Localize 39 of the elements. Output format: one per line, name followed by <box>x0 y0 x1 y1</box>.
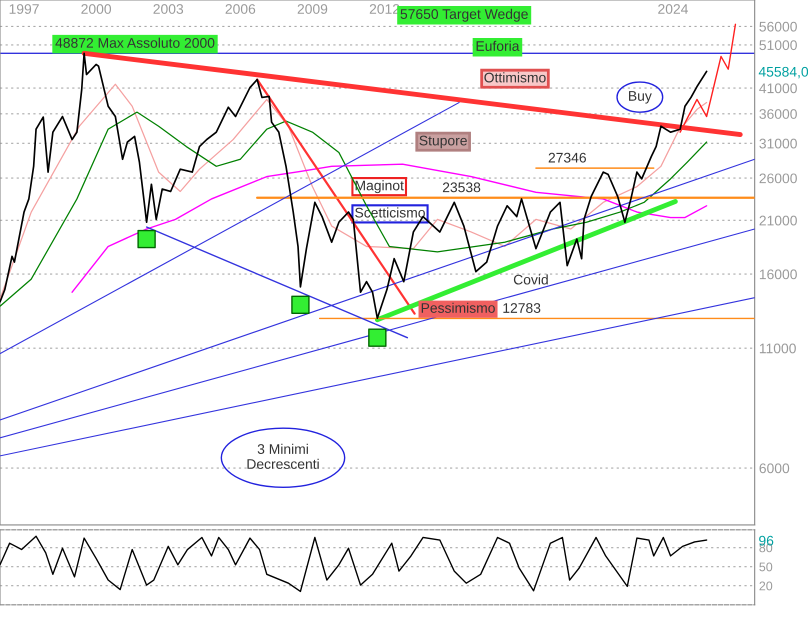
y-tick-label: 41000 <box>759 83 797 94</box>
annotation: Pessimismo <box>422 302 495 313</box>
line-series <box>679 24 736 133</box>
annotation: Ottimismo <box>484 72 546 82</box>
point <box>137 230 156 248</box>
annotation: 23538 <box>442 182 480 192</box>
annotation: 12783 <box>503 303 540 313</box>
y-tick-label: 21000 <box>760 216 797 226</box>
annotation: Covid <box>514 274 548 285</box>
y-tick-label: 11000 <box>760 344 796 354</box>
annotation: Euforia <box>476 40 520 51</box>
x-tick-label: 2024 <box>658 4 688 14</box>
y-tick-label: 26000 <box>760 173 797 184</box>
line-series <box>0 52 708 320</box>
annotation: Buy <box>629 91 652 104</box>
x-tick-label: 2000 <box>81 4 112 14</box>
line-series <box>71 163 708 293</box>
line-series <box>0 84 708 300</box>
x-tick-label: 1997 <box>10 4 39 14</box>
y-tick-label: 31000 <box>759 138 797 148</box>
annotation: 48872 Max Assoluto 2000 <box>55 38 214 48</box>
annotation: 57650 Target Wedge <box>400 8 528 22</box>
y-tick-label: 56000 <box>759 22 797 32</box>
text: 45584,0 <box>758 66 808 78</box>
y-tick-label: 51000 <box>759 40 797 50</box>
y-tick-label: 6000 <box>760 463 790 474</box>
point <box>368 328 387 347</box>
x-tick-label: 2009 <box>298 4 328 14</box>
line-series <box>0 536 708 592</box>
y-tick-label: 36000 <box>759 109 797 119</box>
annotation: Stupore <box>419 136 467 148</box>
y-tick-label: 16000 <box>760 269 797 280</box>
x-tick-label: 2003 <box>153 4 184 14</box>
annotation: 3 Minimi Decrescenti <box>247 444 319 469</box>
x-tick-label: 2006 <box>226 4 256 14</box>
y-tick-label: 50 <box>759 562 772 572</box>
y-tick-label: 20 <box>759 582 772 590</box>
annotation: 27346 <box>548 152 586 163</box>
point <box>291 296 310 314</box>
